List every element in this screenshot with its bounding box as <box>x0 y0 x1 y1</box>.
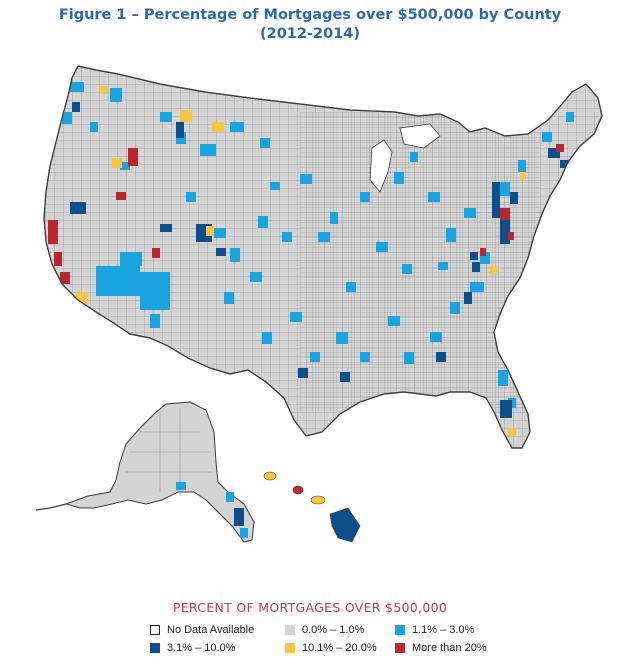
legend-swatch-0-1 <box>285 625 295 635</box>
legend-swatch-3-10 <box>150 643 160 653</box>
legend: No Data Available 0.0% – 1.0% 1.1% – 3.0… <box>150 624 530 654</box>
legend-label-3-10: 3.1% – 10.0% <box>167 642 236 654</box>
light-blue-counties <box>62 82 574 408</box>
legend-label-10-20: 10.1% – 20.0% <box>302 642 377 654</box>
legend-item-10-20: 10.1% – 20.0% <box>285 642 395 654</box>
legend-title: PERCENT OF MORTGAGES OVER $500,000 <box>172 600 448 615</box>
dark-blue-counties <box>70 102 570 418</box>
legend-swatch-1-3 <box>395 625 405 635</box>
legend-label-0-1: 0.0% – 1.0% <box>302 624 365 636</box>
legend-item-1-3: 1.1% – 3.0% <box>395 624 515 636</box>
legend-item-over-20: More than 20% <box>395 642 515 654</box>
map-title-line-2: (2012-2014) <box>260 26 360 42</box>
legend-item-3-10: 3.1% – 10.0% <box>150 642 285 654</box>
legend-label-no-data: No Data Available <box>167 624 255 636</box>
legend-swatch-over-20 <box>395 643 405 653</box>
legend-label-over-20: More than 20% <box>412 642 487 654</box>
legend-label-1-3: 1.1% – 3.0% <box>412 624 475 636</box>
legend-item-0-1: 0.0% – 1.0% <box>285 624 395 636</box>
alaska <box>35 401 255 543</box>
contiguous-us <box>43 65 603 449</box>
legend-item-no-data: No Data Available <box>150 624 285 636</box>
legend-swatch-10-20 <box>285 643 295 653</box>
us-county-map <box>0 52 620 592</box>
legend-swatch-no-data <box>150 625 160 635</box>
map-title-line-1: Figure 1 – Percentage of Mortgages over … <box>58 7 562 23</box>
red-counties <box>48 144 564 284</box>
map-title: Figure 1 – Percentage of Mortgages over … <box>0 6 620 44</box>
hawaii <box>263 471 361 543</box>
map-svg <box>35 65 603 543</box>
